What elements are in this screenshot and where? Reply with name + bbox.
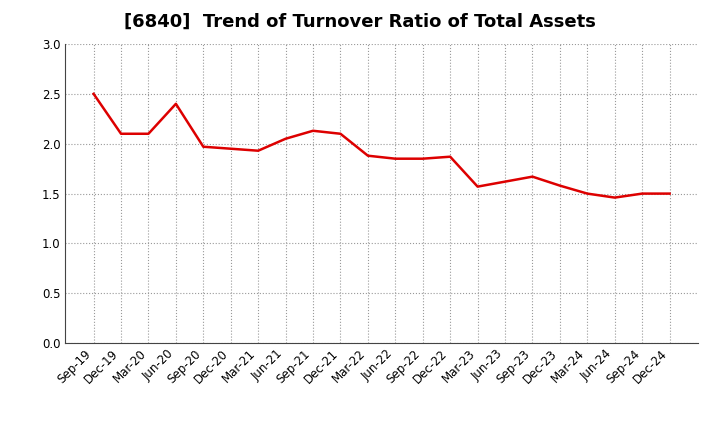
Text: [6840]  Trend of Turnover Ratio of Total Assets: [6840] Trend of Turnover Ratio of Total … <box>124 13 596 31</box>
